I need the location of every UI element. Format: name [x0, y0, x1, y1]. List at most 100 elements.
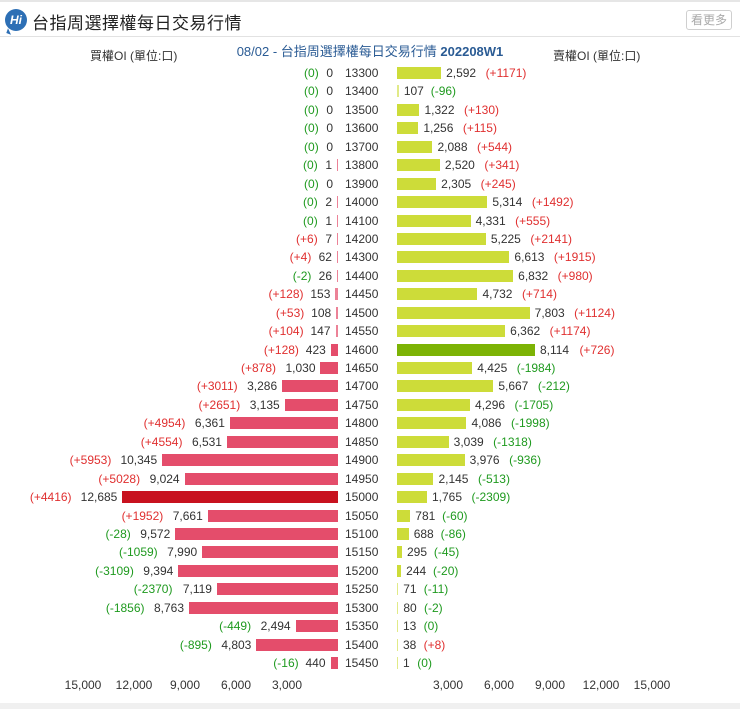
right-oi-bar[interactable] [397, 638, 398, 651]
right-oi-change: (+2141) [530, 231, 573, 246]
right-oi-bar[interactable] [397, 601, 399, 614]
strike-label: 14750 [345, 397, 379, 412]
right-oi-bar[interactable] [397, 362, 473, 375]
right-oi-bar[interactable] [397, 417, 467, 430]
right-oi-bar[interactable] [397, 398, 471, 411]
left-oi-bar[interactable] [189, 601, 338, 614]
right-oi-bar[interactable] [397, 306, 530, 319]
right-oi-bar[interactable] [397, 325, 506, 338]
left-oi-bar[interactable] [226, 435, 338, 448]
right-oi-bar[interactable] [397, 85, 399, 98]
left-oi-bar[interactable] [178, 564, 338, 577]
right-oi-bar[interactable] [397, 491, 427, 504]
chart-row-14000: 14000 2 (0) 5,314 (+1492) [0, 193, 740, 211]
left-oi-bar[interactable] [282, 380, 338, 393]
right-oi-bar[interactable] [397, 583, 399, 596]
left-oi-bar[interactable] [202, 546, 338, 559]
strike-label: 14300 [345, 250, 379, 265]
left-oi-change: (-1059) [118, 545, 158, 560]
right-oi-bar[interactable] [397, 509, 411, 522]
left-oi-value: 1 [325, 213, 332, 228]
left-oi-bar[interactable] [122, 491, 338, 504]
right-oi-change: (+1492) [531, 195, 574, 210]
left-oi-bar[interactable] [337, 269, 338, 282]
chart-row-13800: 13800 1 (0) 2,520 (+341) [0, 156, 740, 174]
left-oi-change: (-895) [179, 637, 212, 652]
right-oi-bar[interactable] [397, 140, 433, 153]
chart-title-week: 202208W1 [440, 44, 504, 59]
chart-row-14300: 14300 62 (+4) 6,613 (+1915) [0, 248, 740, 266]
left-oi-bar[interactable] [337, 196, 338, 209]
widget-title: 台指周選擇權每日交易行情 [32, 14, 242, 33]
right-oi-bar[interactable] [397, 288, 478, 301]
strike-label: 13300 [345, 66, 379, 80]
strike-label: 14550 [345, 324, 379, 339]
right-oi-bar[interactable] [397, 196, 488, 209]
left-oi-bar[interactable] [162, 454, 338, 467]
see-more-button[interactable]: 看更多 [685, 10, 732, 30]
left-axis-label: 買權OI (單位:口) [90, 49, 178, 63]
strike-label: 14900 [345, 453, 379, 468]
right-oi-bar[interactable] [397, 103, 420, 116]
left-oi-change: (-1856) [105, 600, 145, 615]
right-oi-value: 295 [407, 545, 428, 560]
right-oi-value: 688 [413, 527, 434, 541]
chart-row-15450: 15450 440 (-16) 1 (0) [0, 654, 740, 672]
left-oi-bar[interactable] [216, 583, 338, 596]
right-oi-value: 6,832 [518, 268, 549, 283]
right-oi-bar[interactable] [397, 177, 437, 190]
right-oi-value: 2,592 [446, 66, 477, 80]
right-oi-bar[interactable] [397, 269, 514, 282]
right-oi-bar[interactable] [397, 435, 449, 448]
right-oi-bar[interactable] [397, 251, 510, 264]
right-oi-value: 13 [403, 619, 417, 634]
left-oi-change: (0) [303, 213, 318, 228]
right-oi-value: 1,322 [424, 102, 455, 117]
right-oi-bar[interactable] [397, 343, 535, 356]
chart-row-14950: 14950 9,024 (+5028) 2,145 (-513) [0, 470, 740, 488]
chart-row-13300: 13300 0 (0) 2,592 (+1171) [0, 64, 740, 82]
left-oi-bar[interactable] [256, 638, 338, 651]
right-oi-bar[interactable] [397, 657, 398, 670]
left-oi-bar[interactable] [184, 472, 338, 485]
right-oi-change: (-936) [509, 453, 542, 468]
chart-row-15250: 15250 7,119 (-2370) 71 (-11) [0, 580, 740, 598]
strike-label: 14000 [345, 195, 379, 210]
left-oi-change: (+1952) [121, 508, 164, 523]
left-oi-bar[interactable] [229, 417, 338, 430]
right-oi-bar[interactable] [397, 528, 409, 540]
right-oi-bar[interactable] [397, 214, 471, 227]
chart-row-14600: 14600 423 (+128) 8,114 (+726) [0, 341, 740, 359]
left-oi-bar[interactable] [337, 159, 338, 172]
left-oi-bar[interactable] [335, 288, 338, 301]
left-oi-bar[interactable] [295, 620, 338, 633]
left-oi-value: 0 [326, 66, 333, 80]
right-oi-bar[interactable] [397, 232, 486, 245]
left-oi-bar[interactable] [337, 232, 338, 245]
right-oi-bar[interactable] [397, 122, 419, 135]
right-oi-bar[interactable] [397, 620, 398, 633]
right-oi-value: 781 [415, 508, 436, 523]
right-oi-bar[interactable] [397, 472, 434, 485]
left-oi-bar[interactable] [284, 398, 338, 411]
left-oi-bar[interactable] [337, 214, 338, 227]
strike-label: 14800 [345, 416, 379, 431]
hi-speech-bubble-icon: Hi [5, 9, 27, 31]
left-oi-bar[interactable] [336, 251, 338, 264]
left-oi-bar[interactable] [335, 325, 338, 338]
left-oi-bar[interactable] [330, 657, 338, 670]
strike-label: 14850 [345, 434, 379, 449]
left-oi-bar[interactable] [320, 362, 338, 375]
left-oi-bar[interactable] [207, 509, 338, 522]
left-oi-bar[interactable] [175, 528, 338, 540]
left-oi-bar[interactable] [336, 306, 338, 319]
strike-label: 15300 [345, 600, 379, 615]
right-oi-bar[interactable] [397, 159, 440, 172]
chart-row-13500: 13500 0 (0) 1,322 (+130) [0, 101, 740, 119]
right-oi-bar[interactable] [397, 454, 465, 467]
right-oi-bar[interactable] [397, 67, 442, 79]
right-oi-bar[interactable] [397, 546, 402, 559]
right-oi-bar[interactable] [397, 564, 402, 577]
right-oi-bar[interactable] [397, 380, 494, 393]
left-oi-bar[interactable] [330, 343, 338, 356]
